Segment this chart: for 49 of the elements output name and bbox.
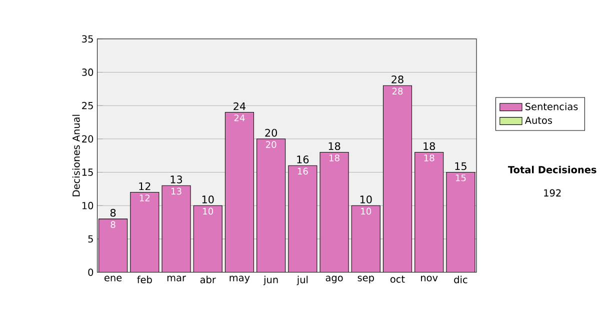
total-label: 12 xyxy=(139,182,150,190)
total-label: 18 xyxy=(424,142,435,150)
data-label: 24 xyxy=(234,114,245,122)
data-label: 18 xyxy=(330,154,340,162)
y-tick-label: 35 xyxy=(82,35,93,43)
y-tick-label: 30 xyxy=(82,68,94,76)
data-label: 16 xyxy=(298,168,308,175)
x-tick-label: nov xyxy=(421,276,438,282)
data-label: 13 xyxy=(171,188,182,195)
x-tick-label: mar xyxy=(167,276,186,282)
total-label: 10 xyxy=(202,196,214,204)
x-tick-label: oct xyxy=(390,276,405,283)
y-tick-label: 25 xyxy=(82,102,93,110)
total-label: 24 xyxy=(234,102,246,110)
x-tick-label: ene xyxy=(104,276,122,282)
y-tick-label: 15 xyxy=(82,168,93,176)
x-tick-label: may xyxy=(230,276,250,284)
y-tick-label: 0 xyxy=(88,268,94,276)
total-label: 18 xyxy=(328,142,340,150)
x-tick-label: jun xyxy=(263,276,278,286)
total-label: 16 xyxy=(297,156,309,164)
legend-label: Autos xyxy=(524,116,552,124)
total-label: 8 xyxy=(110,209,116,217)
x-tick-label: sep xyxy=(358,276,374,284)
data-label: 18 xyxy=(424,154,434,162)
legend-label: Sentencias xyxy=(526,102,578,110)
data-label: 28 xyxy=(392,88,403,95)
data-label: 15 xyxy=(456,174,466,182)
data-label: 10 xyxy=(203,208,214,215)
total-label: 15 xyxy=(455,162,466,170)
total-label: 20 xyxy=(265,129,277,137)
x-tick-label: abr xyxy=(200,276,216,284)
x-tick-label: ago xyxy=(326,276,343,284)
total-label: 13 xyxy=(170,176,182,184)
data-label: 8 xyxy=(110,221,116,228)
y-tick-label: 5 xyxy=(88,236,93,243)
data-label: 20 xyxy=(266,141,276,148)
text: 192 xyxy=(544,189,561,197)
data-label: 10 xyxy=(361,208,372,215)
text: Total Decisiones xyxy=(508,166,596,174)
y-axis-title: Decisiones Anual xyxy=(72,115,80,196)
total-label: 28 xyxy=(392,76,404,84)
total-label: 10 xyxy=(360,196,372,204)
data-label: 12 xyxy=(140,194,150,202)
x-tick-label: jul xyxy=(296,276,308,286)
y-tick-label: 10 xyxy=(82,202,94,210)
x-tick-label: feb xyxy=(137,276,152,284)
x-tick-label: dic xyxy=(454,276,468,284)
y-tick-label: 20 xyxy=(82,135,94,143)
